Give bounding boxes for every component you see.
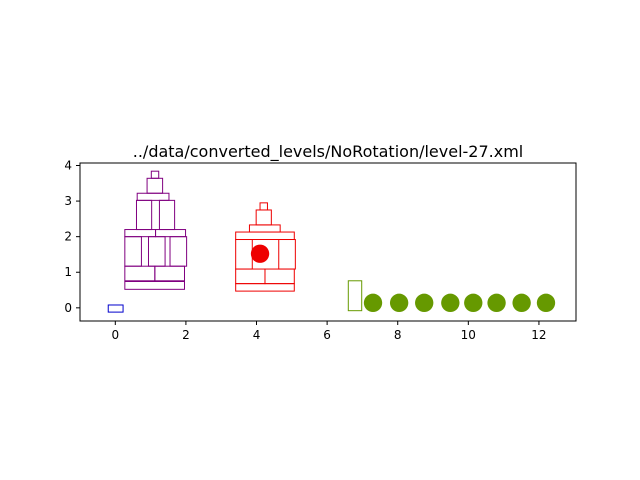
- bird-point: [487, 293, 506, 313]
- purple-block: [136, 192, 170, 201]
- y-axis: 0 1 2 3 4: [64, 158, 80, 315]
- x-tick-label: 12: [531, 328, 546, 342]
- red-block: [278, 239, 296, 270]
- bird-platform-block: [347, 280, 363, 312]
- chart-title: ../data/converted_levels/NoRotation/leve…: [133, 142, 523, 162]
- x-tick-label: 8: [394, 328, 402, 342]
- bird-point: [536, 293, 556, 313]
- x-tick-label: 6: [323, 328, 331, 342]
- red-block: [235, 268, 266, 285]
- red-block: [235, 239, 253, 270]
- red-block: [235, 231, 295, 241]
- bird-point: [389, 293, 409, 313]
- y-tick-label: 3: [64, 194, 72, 208]
- bird-point: [512, 293, 531, 313]
- x-tick-label: 0: [111, 328, 119, 342]
- purple-block: [155, 229, 187, 238]
- x-axis: 0 2 4 6 8 10 12: [111, 321, 547, 342]
- red-block: [255, 209, 272, 226]
- x-tick-label: 4: [253, 328, 261, 342]
- bird-point: [441, 293, 460, 313]
- y-tick-label: 0: [64, 301, 72, 315]
- y-tick-label: 4: [64, 158, 72, 172]
- x-tick-label: 10: [461, 328, 476, 342]
- purple-block: [124, 236, 142, 267]
- purple-block: [150, 170, 160, 179]
- plot-content: [107, 170, 556, 313]
- red-block: [259, 202, 268, 211]
- purple-block: [146, 177, 164, 194]
- slingshot-block: [107, 304, 124, 313]
- red-pig-point: [250, 244, 270, 263]
- purple-block: [169, 236, 188, 267]
- purple-block: [124, 281, 185, 290]
- purple-block: [135, 199, 153, 231]
- purple-block: [154, 265, 185, 282]
- purple-block: [158, 199, 176, 231]
- y-tick-label: 2: [64, 230, 72, 244]
- bird-point: [464, 293, 483, 313]
- red-block: [248, 224, 281, 233]
- plot-frame: [79, 162, 577, 322]
- x-tick-label: 2: [182, 328, 190, 342]
- purple-block: [124, 265, 156, 282]
- red-block: [235, 283, 295, 292]
- y-tick-label: 1: [64, 265, 72, 279]
- bird-point: [363, 293, 383, 313]
- bird-point: [415, 293, 434, 313]
- red-block: [264, 268, 295, 285]
- purple-block: [147, 236, 166, 267]
- purple-block: [124, 229, 157, 238]
